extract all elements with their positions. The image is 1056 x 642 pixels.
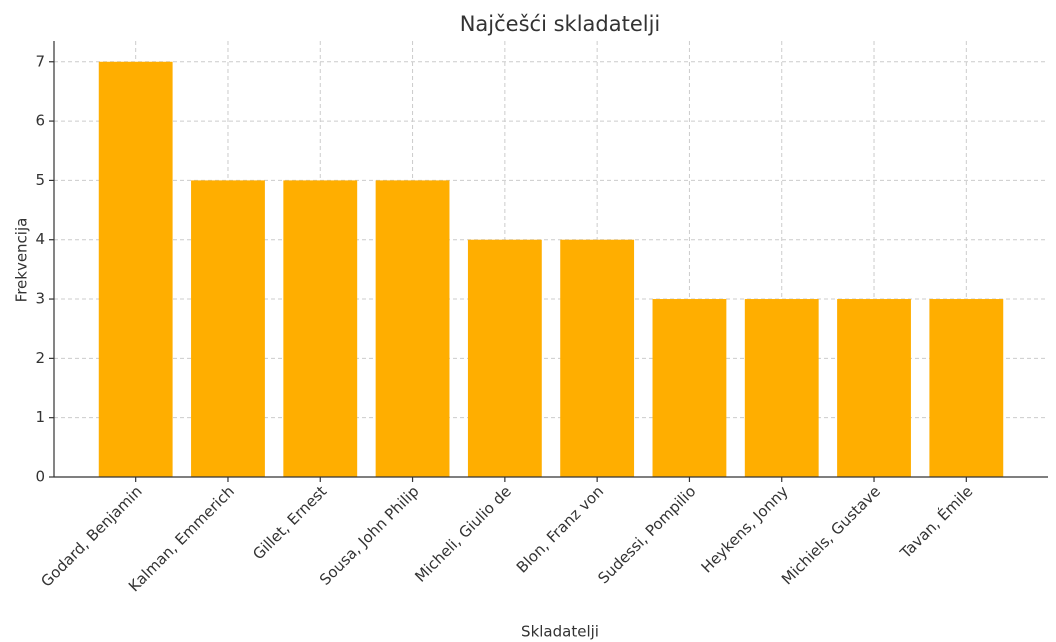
bar [929,299,1004,477]
y-tick-label: 3 [35,290,45,308]
y-tick-label: 4 [35,230,45,248]
x-tick-label: Godard, Benjamin [37,482,145,590]
x-tick-label: Tavan, Émile [895,482,976,563]
y-tick-label: 0 [35,468,45,486]
bar [98,61,173,478]
y-axis-label: Frekvencija [13,218,31,303]
x-tick-label: Gillet, Ernest [249,482,330,563]
x-axis-label: Skladatelji [521,623,599,641]
chart-title: Najčešći skladatelji [460,12,661,36]
y-tick-label: 7 [35,52,45,70]
bar [652,299,727,477]
x-tick-label: Kalman, Emmerich [125,482,238,595]
y-tick-label: 1 [35,408,45,426]
x-tick-label: Sousa, John Philip [316,482,423,589]
bar [375,180,450,477]
x-tick-label: Sudessi, Pompilio [594,482,699,587]
bar [744,299,819,477]
bar [560,239,635,477]
bar [837,299,911,477]
x-tick-label: Micheli, Giulio de [411,482,514,585]
bar [283,180,358,477]
y-tick-label: 2 [35,349,45,367]
x-tick-label: Heykens, Jonny [698,482,792,576]
x-tick-label: Blon, Franz von [513,482,607,576]
bar [467,239,542,477]
y-tick-label: 5 [35,171,45,189]
x-tick-label: Michiels, Gustave [778,482,884,588]
y-tick-label: 6 [35,112,45,130]
bar [191,180,265,477]
